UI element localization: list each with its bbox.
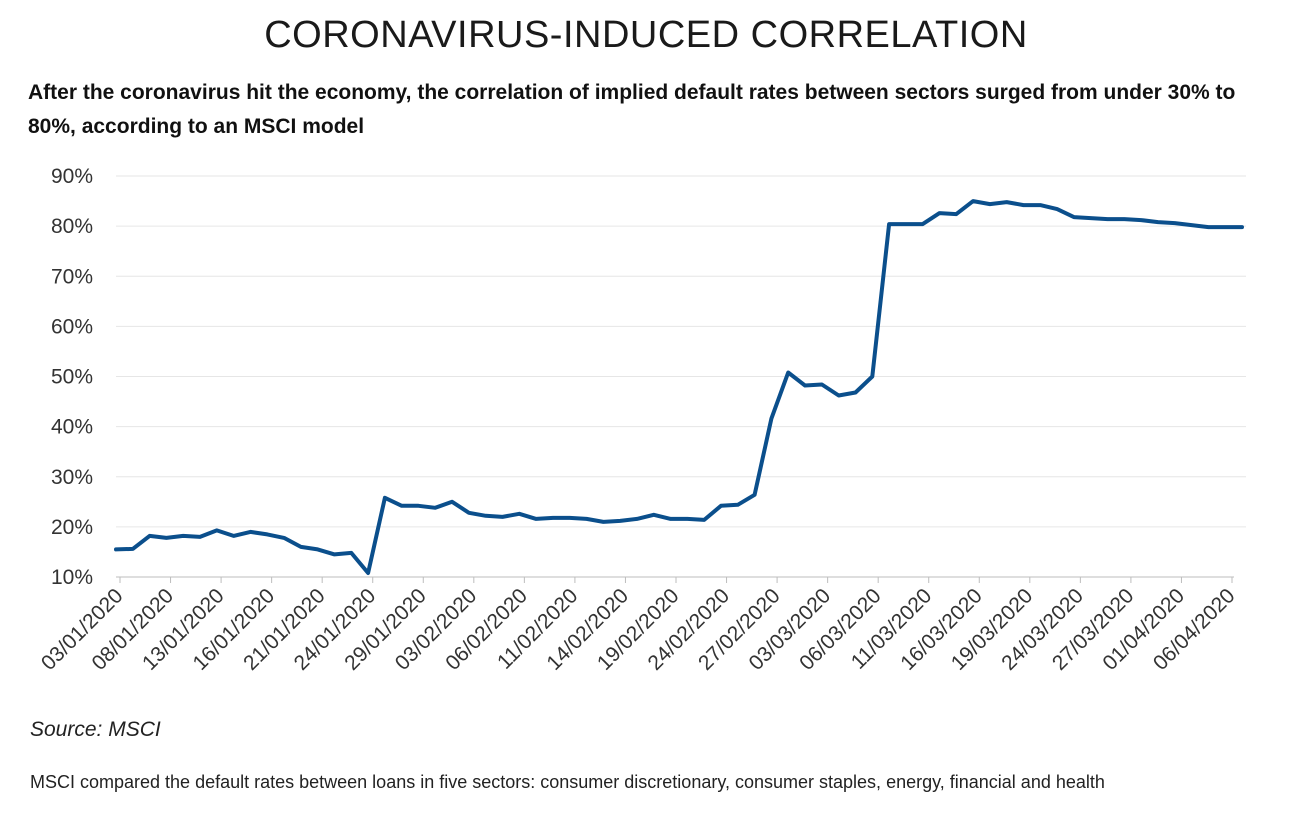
source-note: Source: MSCI <box>30 718 161 741</box>
y-tick-label: 90% <box>51 165 93 188</box>
footnote: MSCI compared the default rates between … <box>30 772 1105 792</box>
series-line <box>114 199 1244 575</box>
x-axis: 03/01/202008/01/202013/01/202016/01/2020… <box>37 576 1240 675</box>
chart-subtitle: After the coronavirus hit the economy, t… <box>28 81 1236 138</box>
y-tick-label: 40% <box>51 416 93 439</box>
y-tick-label: 30% <box>51 466 93 489</box>
gridlines <box>116 175 1246 528</box>
y-tick-label: 70% <box>51 265 93 288</box>
y-tick-label: 50% <box>51 366 93 389</box>
y-tick-label: 10% <box>51 566 93 589</box>
line-chart: 10% 20% 30% 40% 50% 60% 70% 80% 90% 03/01/202008… <box>37 165 1246 675</box>
y-axis-ticks: 10% 20% 30% 40% 50% 60% 70% 80% 90% <box>51 165 93 589</box>
y-tick-label: 80% <box>51 215 93 238</box>
chart-title: CORONAVIRUS-INDUCED CORRELATION <box>264 14 1028 56</box>
y-tick-label: 60% <box>51 315 93 338</box>
y-tick-label: 20% <box>51 516 93 539</box>
series-layer <box>114 199 1244 575</box>
